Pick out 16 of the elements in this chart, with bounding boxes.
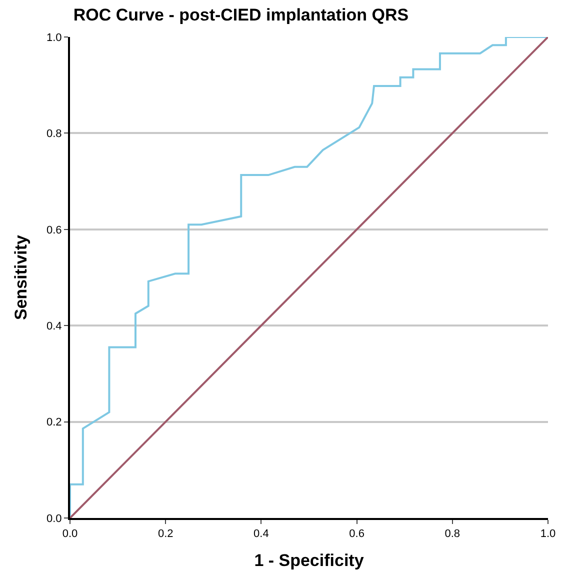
x-tick-label: 0.6 [349, 528, 364, 540]
y-tick-label: 0.4 [46, 320, 62, 332]
x-axis-title: 1 - Specificity [254, 551, 364, 570]
y-tick-label: 0.0 [46, 512, 62, 525]
x-tick-label: 0.4 [254, 528, 269, 540]
y-axis-title: Sensitivity [12, 234, 31, 320]
x-tick-label: 0.2 [158, 528, 174, 540]
x-tick-label: 0.8 [444, 528, 460, 540]
y-tick-label: 0.6 [46, 224, 62, 236]
y-tick-label: 1.0 [46, 32, 62, 44]
line-series [70, 37, 548, 518]
y-tick-label: 0.2 [46, 416, 62, 429]
y-tick-label: 0.8 [46, 128, 62, 140]
x-tick-label: 1.0 [540, 528, 556, 540]
x-tick-label: 0.0 [62, 528, 78, 540]
chart-title: ROC Curve - post-CIED implantation QRS [73, 6, 409, 25]
